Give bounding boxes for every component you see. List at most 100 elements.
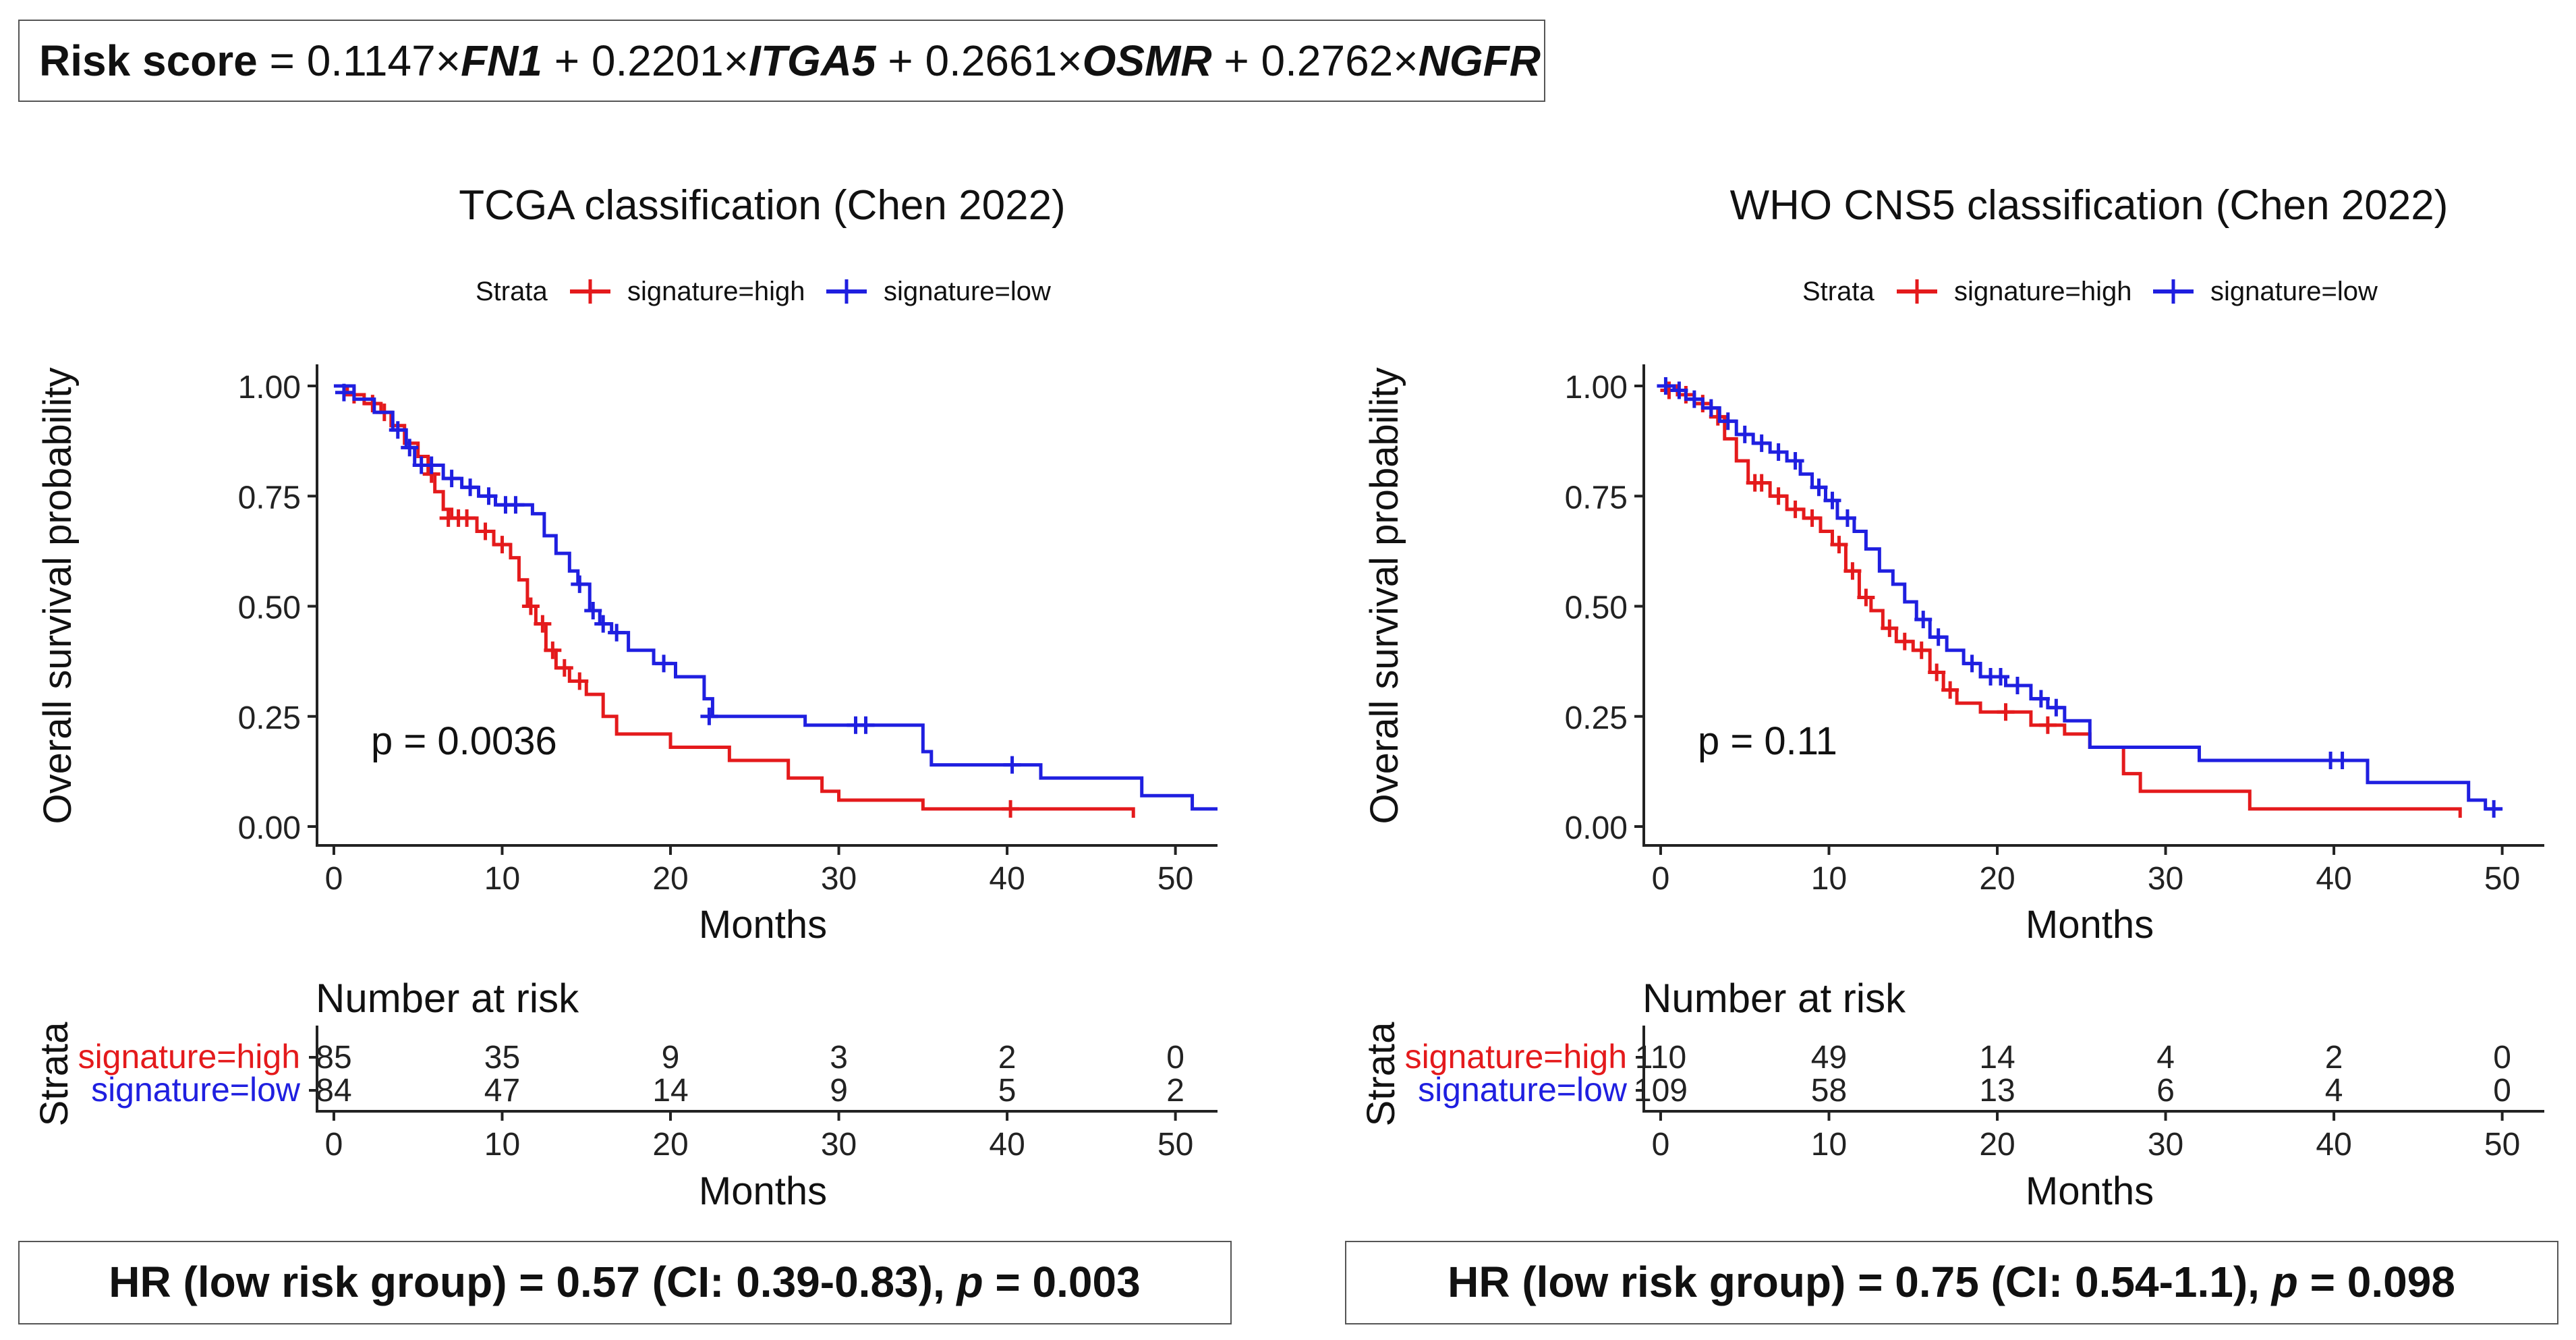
risk-x-tick-label: 40 xyxy=(989,1127,1025,1163)
censor-mark-low xyxy=(2032,690,2050,708)
survival-curves xyxy=(333,383,1218,818)
risk-cell-low: 5 xyxy=(998,1073,1017,1109)
hr-p-label: p xyxy=(956,1258,983,1306)
risk-table-xlabel: Months xyxy=(699,1169,827,1213)
censor-mark-low xyxy=(1719,412,1737,430)
risk-x-tick-label: 50 xyxy=(1157,1127,1193,1163)
censor-mark-low xyxy=(2047,698,2065,717)
censor-mark-high xyxy=(1786,500,1804,518)
hr-text: HR (low risk group) = 0.75 (CI: 0.54-1.1… xyxy=(1448,1258,2455,1306)
legend-title: Strata xyxy=(476,277,548,306)
risk-cell-low: 58 xyxy=(1811,1073,1847,1109)
risk-cell-high: 3 xyxy=(830,1040,848,1076)
risk-cell-high: 2 xyxy=(998,1040,1017,1076)
risk-cell-low: 0 xyxy=(2493,1073,2511,1109)
censor-mark-high xyxy=(555,659,573,677)
censor-mark-high xyxy=(1857,588,1875,607)
censor-mark-high xyxy=(534,615,552,633)
formula-part: + 0.2762× xyxy=(1212,36,1419,85)
censor-mark-high xyxy=(1941,681,1959,699)
risk-cell-high: 14 xyxy=(1979,1040,2015,1076)
y-tick-label: 0.00 xyxy=(1565,810,1628,846)
risk-cell-high: 2 xyxy=(2325,1040,2343,1076)
censor-mark-low xyxy=(857,716,875,734)
y-tick-label: 0.75 xyxy=(1565,480,1628,515)
risk-cell-high: 4 xyxy=(2156,1040,2175,1076)
risk-x-tick-label: 10 xyxy=(484,1127,520,1163)
hr-box: HR (low risk group) = 0.57 (CI: 0.39-0.8… xyxy=(18,1241,1232,1324)
risk-table: Number at risk Strata signature=high sig… xyxy=(32,976,1218,1213)
censor-mark-low xyxy=(422,456,440,474)
formula-gene-itga5: ITGA5 xyxy=(749,36,877,85)
censor-mark-high xyxy=(1895,632,1914,650)
censor-mark-low xyxy=(401,439,419,457)
y-tick-label: 0.75 xyxy=(238,480,301,515)
y-axis-ticks: 0.00 0.25 0.50 0.75 1.00 xyxy=(1565,370,1644,846)
censor-mark-low xyxy=(2485,800,2503,818)
risk-x-tick-label: 50 xyxy=(2484,1127,2520,1163)
censor-mark-low xyxy=(442,470,461,488)
risk-table: Number at risk Strata signature=high sig… xyxy=(1359,976,2544,1213)
y-tick-label: 0.25 xyxy=(1565,700,1628,736)
censor-mark-high xyxy=(458,509,476,527)
x-tick-label: 50 xyxy=(2484,861,2520,897)
censor-mark-low xyxy=(1810,478,1828,497)
censor-mark-low xyxy=(700,707,718,725)
risk-row-label-low: signature=low xyxy=(1418,1071,1628,1109)
censor-mark-low xyxy=(1963,654,1981,673)
y-tick-label: 1.00 xyxy=(238,370,301,406)
censor-mark-high xyxy=(476,522,494,540)
legend: Strata signature=high signature=low xyxy=(1802,277,2378,306)
x-tick-label: 10 xyxy=(1811,861,1847,897)
risk-cell-low: 14 xyxy=(652,1073,688,1109)
formula-part: = 0.1147× xyxy=(258,36,461,85)
y-axis-ticks: 0.00 0.25 0.50 0.75 1.00 xyxy=(238,370,317,846)
y-axis-label: Overall survival probability xyxy=(36,368,80,825)
risk-cell-low: 13 xyxy=(1979,1073,2015,1109)
risk-cell-high: 85 xyxy=(316,1040,351,1076)
risk-x-tick-label: 40 xyxy=(2316,1127,2351,1163)
censor-mark-high xyxy=(1803,509,1821,527)
risk-table-ylabel: Strata xyxy=(32,1022,76,1126)
censor-mark-low xyxy=(1003,756,1021,774)
risk-cell-low: 9 xyxy=(830,1073,848,1109)
formula-gene-fn1: FN1 xyxy=(461,36,542,85)
hr-suffix: = 0.003 xyxy=(983,1258,1141,1306)
y-tick-label: 1.00 xyxy=(1565,370,1628,406)
formula-gene-ngfr: NGFR xyxy=(1419,36,1541,85)
x-tick-label: 0 xyxy=(325,861,343,897)
hr-prefix: HR (low risk group) = 0.57 (CI: 0.39-0.8… xyxy=(109,1258,956,1306)
censor-mark-low xyxy=(1786,452,1804,470)
formula-box-border xyxy=(18,20,1545,102)
formula-gene-osmr: OSMR xyxy=(1083,36,1212,85)
censor-mark-low xyxy=(507,496,525,514)
x-axis-ticks: 0 10 20 30 40 50 xyxy=(325,845,1193,897)
x-tick-label: 30 xyxy=(2148,861,2183,897)
x-axis-label: Months xyxy=(699,903,827,947)
legend: Strata signature=high signature=low xyxy=(476,277,1051,306)
censor-mark-low xyxy=(655,654,673,673)
panel-who-cns5: WHO CNS5 classification (Chen 2022) Stra… xyxy=(1345,182,2558,1324)
km-plot: 0.00 0.25 0.50 0.75 1.00 0 10 20 30 40 50 p = 0.0… xyxy=(36,364,1218,947)
survival-curves xyxy=(1657,377,2503,818)
censor-mark-low xyxy=(571,575,589,593)
censor-mark-low xyxy=(584,602,602,620)
x-tick-label: 30 xyxy=(821,861,857,897)
x-tick-label: 0 xyxy=(1652,861,1670,897)
risk-table-title: Number at risk xyxy=(316,976,579,1021)
y-tick-label: 0.00 xyxy=(238,810,301,846)
x-axis-label: Months xyxy=(2026,903,2154,947)
risk-table-title: Number at risk xyxy=(1642,976,1906,1021)
chart-title: WHO CNS5 classification (Chen 2022) xyxy=(1730,182,2449,229)
risk-x-tick-label: 30 xyxy=(821,1127,857,1163)
censor-mark-high xyxy=(521,597,540,615)
censor-mark-low xyxy=(2008,677,2026,695)
censor-mark-high xyxy=(1997,703,2015,721)
risk-table-ylabel: Strata xyxy=(1359,1022,1403,1126)
y-tick-label: 0.50 xyxy=(1565,590,1628,626)
hr-box-border xyxy=(1345,1241,2558,1324)
risk-x-tick-label: 20 xyxy=(652,1127,688,1163)
censor-mark-high xyxy=(1002,800,1020,818)
formula-part: + 0.2661× xyxy=(876,36,1083,85)
risk-cell-high: 9 xyxy=(662,1040,680,1076)
